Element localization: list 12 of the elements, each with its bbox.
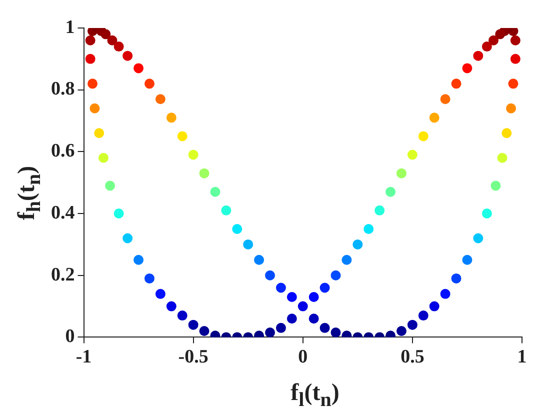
y-tick-label: 0.4 (51, 202, 76, 224)
x-tick-label: -1 (76, 346, 92, 368)
x-tick-label: -0.5 (178, 346, 208, 368)
y-tick-label: 1 (65, 16, 75, 38)
x-tick-label: 0.5 (400, 346, 424, 368)
y-tick-label: 0.2 (51, 264, 75, 286)
y-tick-label: 0 (65, 326, 75, 348)
y-tick-label: 0.8 (51, 78, 75, 100)
x-axis-title: f$_{l}$(t$_{n}$) (290, 380, 340, 412)
x-tick-label: 1 (517, 346, 527, 368)
y-tick-label: 0.6 (51, 140, 75, 162)
x-tick-label: 0 (298, 346, 308, 368)
